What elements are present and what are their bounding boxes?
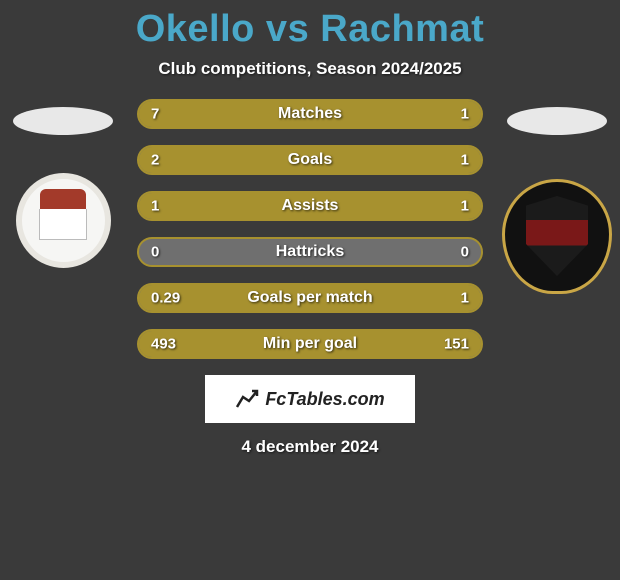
stat-row: 0.291Goals per match (137, 283, 483, 313)
club-crest-right (502, 179, 612, 294)
club-crest-left (16, 173, 111, 268)
subtitle: Club competitions, Season 2024/2025 (0, 59, 620, 79)
stat-fill-right (438, 101, 481, 127)
stat-value-left: 0 (151, 244, 159, 261)
stat-row: 11Assists (137, 191, 483, 221)
stat-fill-left (139, 147, 367, 173)
footer-brand-text: FcTables.com (265, 389, 384, 410)
fctables-logo-icon (235, 387, 259, 411)
stat-value-right: 0 (461, 244, 469, 261)
club-crest-right-shield (526, 196, 588, 276)
stat-value-left: 0.29 (151, 290, 180, 307)
stat-fill-left (139, 193, 310, 219)
stat-fill-left (139, 331, 401, 357)
stat-value-right: 1 (461, 152, 469, 169)
player-right-column (502, 99, 612, 294)
stat-value-left: 2 (151, 152, 159, 169)
stat-value-left: 493 (151, 336, 176, 353)
stat-fill-right (310, 193, 481, 219)
player-left-column (8, 99, 118, 268)
player-right-avatar (507, 107, 607, 135)
stat-value-right: 1 (461, 106, 469, 123)
stat-row: 21Goals (137, 145, 483, 175)
stat-fill-right (216, 285, 481, 311)
stat-value-right: 1 (461, 198, 469, 215)
stat-value-right: 151 (444, 336, 469, 353)
stat-fill-left (139, 101, 438, 127)
comparison-content: 71Matches21Goals11Assists00Hattricks0.29… (0, 99, 620, 359)
stat-value-left: 7 (151, 106, 159, 123)
stat-bars: 71Matches21Goals11Assists00Hattricks0.29… (137, 99, 483, 359)
footer-date: 4 december 2024 (0, 437, 620, 457)
player-left-avatar (13, 107, 113, 135)
stat-value-right: 1 (461, 290, 469, 307)
stat-row: 493151Min per goal (137, 329, 483, 359)
stat-value-left: 1 (151, 198, 159, 215)
footer-brand-tag: FcTables.com (205, 375, 415, 423)
page-title: Okello vs Rachmat (0, 0, 620, 51)
stat-label: Hattricks (139, 243, 481, 261)
stat-row: 71Matches (137, 99, 483, 129)
stat-row: 0 0Hattricks (137, 237, 483, 267)
